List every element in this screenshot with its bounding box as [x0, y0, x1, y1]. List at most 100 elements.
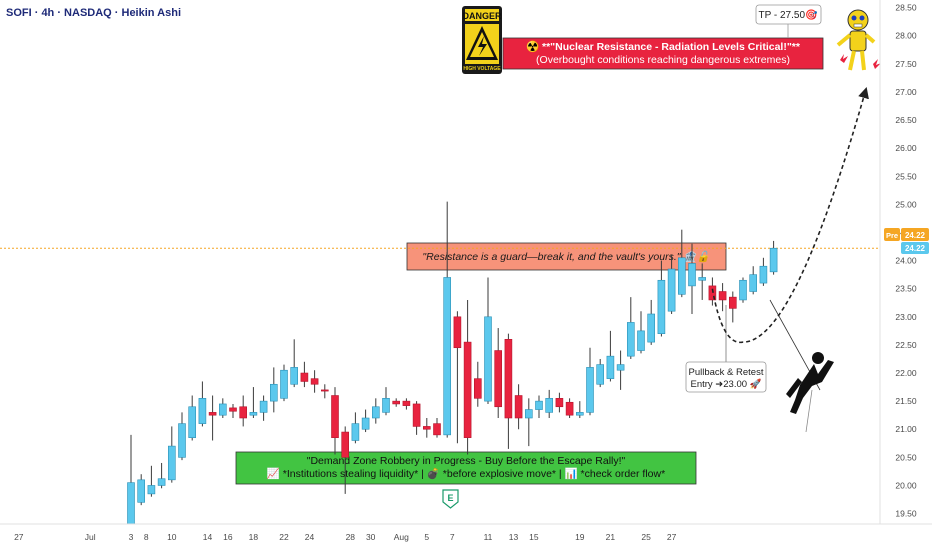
candle[interactable]	[147, 465, 156, 497]
candle[interactable]	[269, 367, 278, 413]
candle[interactable]	[667, 254, 676, 314]
candle[interactable]	[453, 311, 462, 444]
candle[interactable]	[555, 392, 564, 413]
candle[interactable]	[535, 395, 543, 418]
candle[interactable]	[331, 387, 339, 455]
candle-body-bullish	[188, 406, 196, 438]
y-tick-label: 27.00	[895, 87, 917, 97]
candle[interactable]	[626, 297, 635, 359]
candle[interactable]	[504, 333, 513, 449]
candle[interactable]	[300, 361, 309, 388]
candle-body-bearish	[300, 372, 309, 382]
y-tick-label: 25.50	[895, 171, 917, 181]
earnings-marker[interactable]: E	[442, 489, 459, 509]
candle[interactable]	[280, 364, 288, 402]
candle[interactable]	[739, 277, 747, 303]
candle[interactable]	[412, 401, 421, 435]
x-tick-label: 10	[167, 532, 177, 542]
candle[interactable]	[392, 398, 401, 407]
candle[interactable]	[157, 462, 166, 489]
candle[interactable]	[616, 350, 625, 390]
candle[interactable]	[606, 330, 615, 382]
demand-zone-box[interactable]: "Demand Zone Robbery in Progress - Buy B…	[235, 451, 697, 485]
candle[interactable]	[371, 398, 380, 424]
tp-label[interactable]: TP - 27.50🎯	[755, 4, 822, 38]
resistance-box-text: "Resistance is a guard—break it, and the…	[422, 250, 709, 263]
nuclear-resistance-line2: (Overbought conditions reaching dangerou…	[536, 54, 790, 66]
chart-title: SOFI · 4h · NASDAQ · Heikin Ashi	[6, 7, 181, 19]
candle[interactable]	[596, 358, 605, 388]
candle[interactable]	[698, 263, 707, 300]
candle[interactable]	[463, 299, 472, 455]
candle[interactable]	[688, 243, 696, 314]
pullback-retest-label[interactable]: Pullback & Retest Entry ➜23.00 🚀	[685, 305, 767, 393]
candle-body-bearish	[718, 291, 727, 301]
candle[interactable]	[514, 384, 523, 430]
candle[interactable]	[290, 339, 299, 388]
candle[interactable]	[575, 401, 584, 418]
candle[interactable]	[647, 299, 656, 345]
candle[interactable]	[749, 266, 758, 295]
candle[interactable]	[718, 283, 727, 312]
candle[interactable]	[443, 201, 452, 438]
candle[interactable]	[219, 398, 227, 418]
candle[interactable]	[657, 260, 666, 337]
candle[interactable]	[422, 418, 431, 438]
candle[interactable]	[239, 395, 247, 427]
candle[interactable]	[351, 412, 360, 444]
pre-market-tag: Pre 24.22	[884, 228, 929, 241]
candle[interactable]	[402, 398, 411, 410]
candle-body-bullish	[443, 277, 452, 436]
candle-body-bullish	[677, 257, 686, 295]
candle[interactable]	[494, 328, 503, 418]
resistance-box[interactable]: "Resistance is a guard—break it, and the…	[406, 242, 727, 271]
candle[interactable]	[259, 395, 268, 421]
x-tick-label: 25	[641, 532, 651, 542]
candle[interactable]	[524, 398, 533, 447]
candle[interactable]	[198, 381, 207, 427]
y-tick-label: 28.00	[895, 31, 917, 41]
candle[interactable]	[677, 229, 686, 298]
y-tick-label: 23.50	[895, 284, 917, 294]
candle[interactable]	[137, 474, 145, 506]
candle[interactable]	[759, 257, 768, 286]
price-axis[interactable]: 19.50 20.00 20.50 21.00 21.50 22.00 22.50 23.00…	[879, 0, 932, 524]
candle-body-bullish	[351, 423, 360, 441]
candle-body-bullish	[616, 364, 625, 371]
candle[interactable]	[208, 395, 217, 441]
x-tick-label: Aug	[394, 532, 409, 542]
candle[interactable]	[168, 426, 176, 483]
candle[interactable]	[361, 409, 370, 433]
candle[interactable]	[769, 240, 778, 275]
candle[interactable]	[188, 395, 196, 441]
candle[interactable]	[433, 418, 441, 438]
candle[interactable]	[586, 347, 594, 416]
candle[interactable]	[382, 387, 390, 416]
x-tick-label: 13	[509, 532, 519, 542]
candle[interactable]	[320, 384, 329, 399]
candle[interactable]	[545, 389, 554, 418]
candle[interactable]	[249, 387, 258, 418]
candle-body-bullish	[157, 478, 166, 486]
candle-body-bearish	[453, 316, 462, 349]
candle-body-bullish	[759, 265, 768, 284]
candle-body-bullish	[769, 247, 778, 273]
candle[interactable]	[310, 370, 319, 393]
candle[interactable]	[637, 311, 645, 354]
time-axis[interactable]: 27 Jul 3 8 10 14 16 18 22 24 28 30 Aug 5 7 11 13 15 19 21 25…	[0, 523, 932, 550]
candle[interactable]	[728, 291, 737, 323]
x-tick-label: 14	[203, 532, 213, 542]
candle[interactable]	[484, 277, 492, 404]
nuclear-resistance-box[interactable]: ☢️ **"Nuclear Resistance - Radiation Lev…	[502, 37, 824, 70]
candle-body-bearish	[463, 341, 472, 438]
candle[interactable]	[565, 398, 574, 418]
candle[interactable]	[473, 361, 482, 407]
y-tick-label: 27.50	[895, 59, 917, 69]
y-tick-label: 19.50	[895, 509, 917, 519]
candle[interactable]	[229, 403, 237, 418]
candle[interactable]	[178, 412, 186, 461]
candle-body-bullish	[545, 398, 554, 413]
candle[interactable]	[341, 426, 350, 494]
